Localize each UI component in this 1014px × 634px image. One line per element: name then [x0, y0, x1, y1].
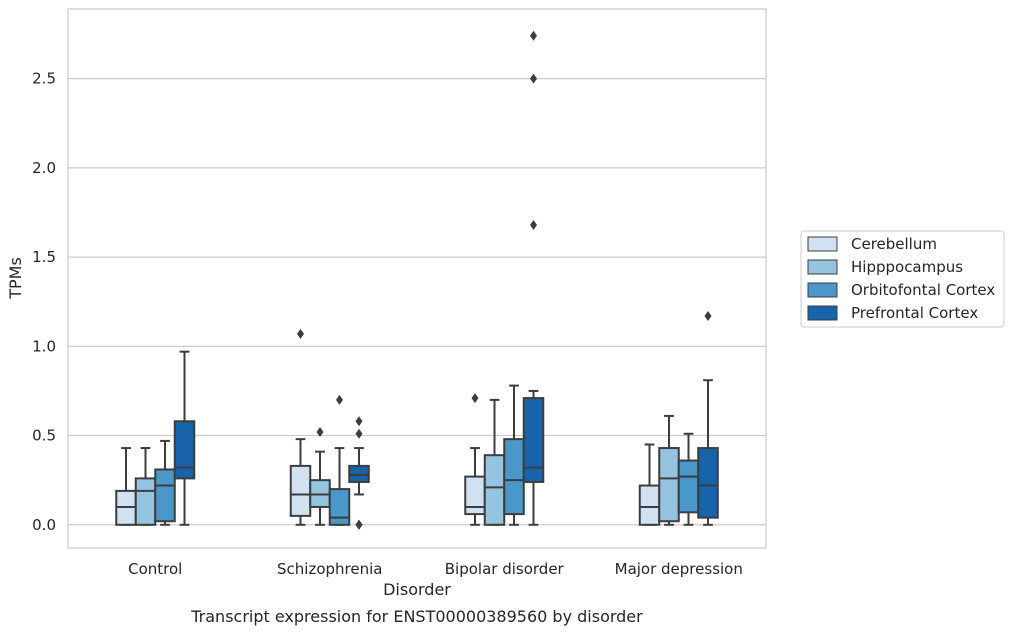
box — [638, 484, 661, 526]
legend: Cerebellum Hipppocampus Orbitofontal Corte… — [800, 230, 1005, 328]
y-tick-label: 1.0 — [32, 337, 56, 355]
box — [154, 468, 176, 523]
legend-label: Orbitofontal Cortex — [851, 281, 995, 299]
outlier-point — [471, 393, 479, 404]
x-tick-label: Schizophrenia — [277, 560, 382, 578]
legend-swatch — [807, 305, 838, 321]
box — [134, 477, 157, 526]
legend-frame — [800, 230, 1005, 328]
x-tick-label: Bipolar disorder — [445, 560, 565, 578]
legend-swatch — [807, 236, 838, 252]
y-tick-label: 2.0 — [32, 159, 56, 177]
outlier-point — [355, 519, 363, 530]
outlier-point — [530, 219, 537, 230]
box — [464, 475, 486, 516]
x-axis-label: Disorder — [383, 580, 451, 599]
plot-frame — [67, 8, 767, 549]
box — [697, 447, 719, 519]
y-axis-label: TPMs — [6, 257, 25, 300]
box — [677, 459, 700, 514]
box — [289, 464, 312, 517]
x-axis-ticks: Control Schizophrenia Bipolar disorder Majo… — [128, 560, 743, 578]
box — [503, 438, 525, 516]
x-tick-label: Control — [128, 560, 182, 578]
box — [522, 397, 545, 483]
box — [173, 420, 196, 480]
box-groups — [115, 30, 719, 530]
outlier-point — [297, 328, 304, 339]
legend-label: Hipppocampus — [851, 258, 963, 276]
outlier-point — [355, 416, 363, 427]
box — [328, 488, 351, 526]
box-group — [638, 310, 719, 526]
outlier-point — [530, 73, 537, 84]
outlier-point — [355, 428, 363, 439]
y-tick-label: 1.5 — [32, 248, 56, 266]
outlier-point — [704, 310, 712, 321]
legend-label: Cerebellum — [851, 235, 937, 253]
y-tick-label: 0.0 — [32, 516, 56, 534]
box-group — [289, 328, 370, 530]
legend-label: Prefrontal Cortex — [851, 304, 978, 322]
box-group — [115, 350, 196, 526]
outlier-point — [336, 394, 343, 405]
outlier-point — [530, 30, 537, 41]
y-tick-label: 2.5 — [32, 70, 56, 88]
x-tick-label: Major depression — [615, 560, 743, 578]
y-tick-label: 0.5 — [32, 427, 56, 445]
box — [658, 447, 680, 523]
legend-swatch — [807, 259, 838, 275]
chart-caption: Transcript expression for ENST0000038956… — [190, 607, 643, 626]
box-group — [464, 30, 545, 526]
outlier-point — [316, 426, 324, 437]
y-axis-ticks: 0.0 0.5 1.0 1.5 2.0 2.5 — [32, 70, 56, 534]
box — [483, 454, 506, 526]
legend-swatch — [807, 282, 838, 298]
